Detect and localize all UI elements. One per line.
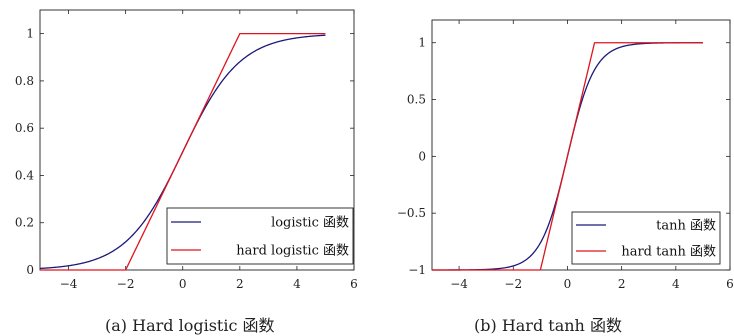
x-tick-label: 2 xyxy=(618,277,626,291)
y-tick-label: 0.6 xyxy=(15,121,34,135)
y-tick-label: 0 xyxy=(26,263,34,277)
legend-label: logistic 函数 xyxy=(271,216,349,231)
y-tick-label: 0.8 xyxy=(15,74,34,88)
x-tick-label: 6 xyxy=(726,277,734,291)
caption-hard-logistic: (a) Hard logistic 函数 xyxy=(105,316,275,335)
legend-label: hard logistic 函数 xyxy=(236,244,349,259)
legend: tanh 函数 hard tanh 函数 xyxy=(571,211,721,265)
x-tick-label: −2 xyxy=(117,277,135,291)
series-line-hard_tanh xyxy=(432,42,703,271)
x-tick-label: 0 xyxy=(179,277,187,291)
x-tick-label: −4 xyxy=(60,277,78,291)
y-tick-label: 0 xyxy=(418,149,426,163)
legend-label: tanh 函数 xyxy=(656,219,716,234)
y-tick-label: 0.4 xyxy=(15,168,34,182)
caption-hard-tanh: (b) Hard tanh 函数 xyxy=(474,316,622,335)
plot-frame xyxy=(39,9,355,271)
legend-box xyxy=(571,211,721,265)
y-tick-label: −0.5 xyxy=(397,206,426,220)
y-tick-label: 0.2 xyxy=(15,216,34,230)
series-line-hard_logistic xyxy=(40,32,326,271)
y-tick-label: 1 xyxy=(418,36,426,50)
x-tick-label: 0 xyxy=(564,277,572,291)
legend-box xyxy=(166,207,354,265)
y-tick-label: 1 xyxy=(26,27,34,41)
x-tick-label: −4 xyxy=(450,277,468,291)
x-tick-label: 2 xyxy=(236,277,244,291)
x-tick-label: −2 xyxy=(504,277,522,291)
chart-panel-hard-logistic: −4 −2 0 2 4 6 0 0.2 0.4 0.6 0.8 1 logistic 函数 hard lo… xyxy=(15,9,358,291)
y-tick-label: 0.5 xyxy=(407,93,426,107)
plot-frame xyxy=(431,19,731,271)
x-tick-label: 6 xyxy=(350,277,358,291)
chart-panel-hard-tanh: −4 −2 0 2 4 6 −1 −0.5 0 0.5 1 tanh 函数 hard tanh 函数 xyxy=(397,19,734,291)
y-tick-label: −1 xyxy=(408,263,426,277)
x-tick-label: 4 xyxy=(672,277,680,291)
legend-label: hard tanh 函数 xyxy=(621,245,716,260)
legend: logistic 函数 hard logistic 函数 xyxy=(166,207,354,265)
x-tick-label: 4 xyxy=(293,277,301,291)
